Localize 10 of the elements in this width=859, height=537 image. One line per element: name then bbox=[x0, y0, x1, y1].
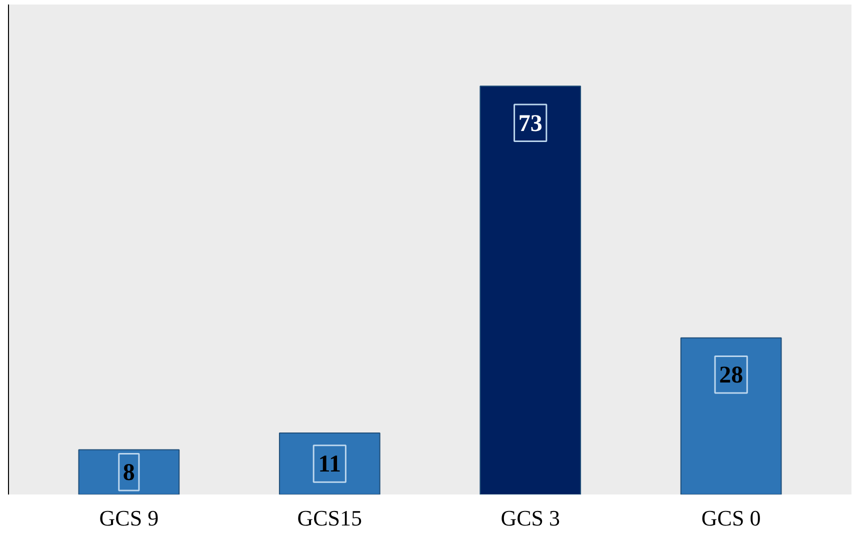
data-label: 73 bbox=[518, 110, 542, 137]
x-tick-label: GCS15 bbox=[297, 506, 362, 530]
data-label: 11 bbox=[318, 452, 341, 478]
x-tick-label: GCS 0 bbox=[701, 506, 761, 530]
data-label: 28 bbox=[719, 362, 744, 389]
data-label: 8 bbox=[122, 460, 135, 486]
bar bbox=[480, 86, 582, 494]
bar bbox=[680, 337, 782, 494]
x-tick-label: GCS 3 bbox=[500, 506, 560, 530]
x-tick-label: GCS 9 bbox=[99, 506, 159, 530]
